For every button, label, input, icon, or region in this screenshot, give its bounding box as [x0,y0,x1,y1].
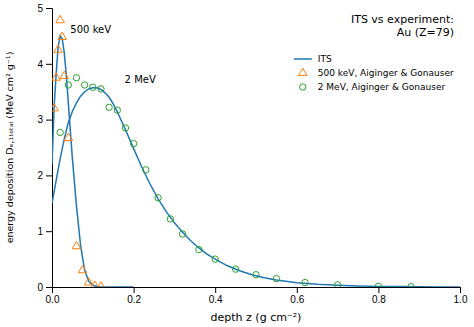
plot-area: 0.0 0.2 0.4 0.6 0.8 1.0 0 1 2 3 4 5 500 keV 2 MeV ITS … [37,3,467,305]
x-axis-tick-mark [378,287,379,293]
point [64,133,73,140]
y-axis-tick: 1 [37,226,52,237]
legend-label: 500 keV, Aiginger & Gonauser [318,68,454,78]
title-line: Au (Z=79) [397,26,454,39]
x-axis-tick-label: 0.0 [46,294,60,305]
title: ITS vs experiment:Au (Z=79) [351,13,454,39]
point [97,282,106,287]
x-axis-line [53,288,461,294]
y-axis-tick-label: 1 [37,226,43,237]
y-axis-tick-label: 0 [37,282,43,293]
line [52,88,460,287]
legend-swatch [298,68,307,75]
y-axis-tick-label: 5 [37,3,43,14]
point [54,45,63,52]
annotation: 2 MeV [125,74,156,85]
legend-item: ITS [294,54,332,64]
point [273,275,279,281]
marks [52,15,460,287]
y-axis-tick-mark [46,231,52,232]
y-axis-tick-mark [46,8,52,9]
x-axis-tick: 0.6 [290,287,304,305]
chart: 0.0 0.2 0.4 0.6 0.8 1.0 0 1 2 3 4 5 500 keV 2 MeV ITS … [0,0,474,327]
point [302,279,308,285]
point [179,231,185,237]
legend-item: 500 keV, Aiginger & Gonauser [298,68,454,78]
point [65,82,71,88]
point [90,84,96,90]
x-axis-title: depth z (g cm⁻²) [211,311,302,324]
x-axis-tick-label: 0.6 [290,294,304,305]
y-axis-tick-mark [46,175,52,176]
y-axis-tick-label: 3 [37,114,43,125]
points [57,75,414,287]
y-axis-tick: 4 [37,59,52,70]
x-axis-tick-mark [460,287,461,293]
line [52,36,134,287]
x-axis-tick-label: 0.8 [372,294,386,305]
x-axis-tick-label: 0.4 [209,294,223,305]
y-axis-tick: 2 [37,170,52,181]
x-axis-tick: 0.8 [372,287,386,305]
point [56,15,65,22]
x-axis-tick-label: 1.0 [454,294,468,305]
point [122,125,128,131]
point [60,71,69,78]
point [130,140,136,146]
y-axis-tick: 5 [37,3,52,14]
y-axis-line [46,9,53,288]
legend: ITS 500 keV, Aiginger & Gonauser 2 MeV, Ai… [294,54,454,92]
y-axis-tick-mark [46,287,52,288]
annotation: 500 keV [70,24,111,35]
x-axis-tick-mark [215,287,216,293]
point [334,282,340,287]
point [72,241,81,248]
point [57,129,63,135]
title-line: ITS vs experiment: [351,13,454,26]
point [167,216,173,222]
point [58,32,67,39]
point [84,278,93,285]
point [106,104,112,110]
y-axis-tick: 3 [37,114,52,125]
x-axis-tick: 0.4 [209,287,223,305]
point [143,167,149,173]
y-axis-title: energy deposition Dₑ,₁ₜₒₜₐₗ (MeV cm² g⁻¹… [4,52,15,244]
point [232,266,238,272]
point [212,256,218,262]
legend-label: ITS [318,54,332,64]
x-axis: 0.0 0.2 0.4 0.6 0.8 1.0 [46,287,468,305]
y-axis-tick-label: 4 [37,59,43,70]
x-axis-tick-mark [297,287,298,293]
point [408,284,414,287]
y-axis-tick: 0 [37,282,52,293]
legend-item: 2 MeV, Aiginger & Gonauser [300,82,446,92]
point [375,283,381,287]
point [98,86,104,92]
x-axis-tick-mark [134,287,135,293]
y-axis-tick-label: 2 [37,170,43,181]
point [73,75,79,81]
point [81,82,87,88]
point [155,195,161,201]
point [91,281,100,287]
x-axis-tick: 1.0 [454,287,468,305]
point [196,246,202,252]
legend-label: 2 MeV, Aiginger & Gonauser [318,82,446,92]
point [52,73,60,80]
point [114,107,120,113]
legend-swatch [294,58,312,60]
x-axis-tick-label: 0.2 [127,294,141,305]
y-axis: 0 1 2 3 4 5 [37,3,52,293]
point [78,265,87,272]
legend-swatch [300,84,306,90]
y-axis-tick-mark [46,120,52,121]
x-axis-tick: 0.2 [127,287,141,305]
point [253,272,259,278]
point [52,103,58,110]
y-axis-tick-mark [46,64,52,65]
points [52,15,105,287]
x-axis-tick: 0.0 [46,287,60,305]
